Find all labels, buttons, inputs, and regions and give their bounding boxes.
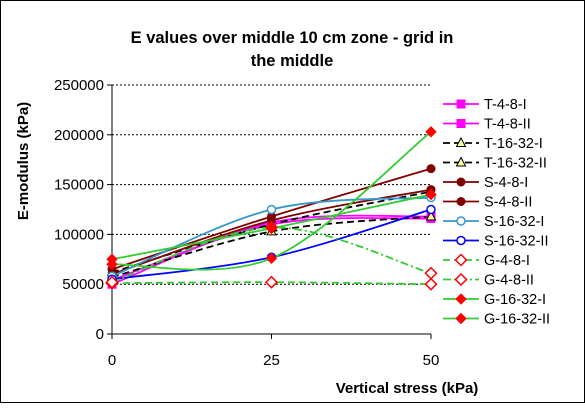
legend: T-4-8-I T-4-8-II T-16-32-I T-16-32-II S-4-8-… bbox=[443, 97, 550, 328]
y-axis-title: E-modulus (kPa) bbox=[15, 102, 32, 220]
legend-swatch-marker bbox=[456, 177, 466, 187]
x-tick-label: 25 bbox=[263, 352, 280, 369]
data-point-g-16-32-i bbox=[425, 126, 437, 138]
legend-swatch-marker bbox=[456, 216, 466, 226]
data-point-g-4-8-ii bbox=[424, 266, 438, 280]
data-point-g-16-32-ii bbox=[425, 188, 437, 201]
data-point-s-4-8-i bbox=[426, 164, 436, 174]
legend-label: S-16-32-II bbox=[484, 234, 548, 250]
data-point-g-4-8-i bbox=[264, 275, 279, 289]
legend-swatch-marker bbox=[455, 156, 467, 167]
y-tick-label: 100000 bbox=[54, 226, 104, 243]
x-tick-label: 50 bbox=[423, 352, 440, 369]
legend-label: S-16-32-I bbox=[484, 214, 544, 230]
data-point-g-16-32-i bbox=[265, 252, 278, 265]
y-tick-label: 0 bbox=[96, 326, 104, 343]
legend-label: T-4-8-I bbox=[484, 97, 527, 113]
legend-swatch-marker bbox=[456, 197, 466, 206]
chart-title-line-1: E values over middle 10 cm zone - grid i… bbox=[131, 29, 454, 47]
data-point-g-4-8-i bbox=[424, 277, 438, 291]
y-tick-label: 200000 bbox=[54, 127, 104, 144]
legend-swatch-marker bbox=[456, 235, 466, 246]
data-point-s-16-32-i bbox=[266, 204, 277, 215]
legend-label: G-4-8-I bbox=[484, 253, 530, 269]
legend-swatch-marker bbox=[456, 119, 466, 128]
x-tick-labels: 0 25 50 bbox=[108, 352, 440, 369]
legend-swatch-marker bbox=[456, 99, 466, 109]
y-tick-labels: 0 50000 100000 150000 200000 250000 bbox=[54, 77, 104, 343]
data-point-g-16-32-ii bbox=[265, 222, 278, 235]
x-tick-label: 0 bbox=[108, 352, 116, 369]
x-axis-title: Vertical stress (kPa) bbox=[336, 380, 479, 397]
series-markers bbox=[105, 126, 438, 291]
legend-swatch-marker bbox=[454, 272, 468, 287]
legend-swatch-marker bbox=[455, 136, 467, 147]
legend-label: T-16-32-II bbox=[484, 156, 547, 172]
y-tick-label: 150000 bbox=[54, 177, 104, 194]
legend-label: S-4-8-I bbox=[484, 175, 528, 191]
chart-title-line-2: the middle bbox=[251, 52, 334, 70]
data-point-g-16-32-ii bbox=[106, 253, 118, 266]
series-line-g-4-8-ii bbox=[111, 226, 432, 284]
legend-label: G-4-8-II bbox=[484, 273, 534, 289]
legend-label: T-4-8-II bbox=[484, 117, 531, 133]
data-point-s-16-32-ii bbox=[426, 204, 436, 215]
data-point-g-4-8-ii bbox=[105, 275, 119, 289]
legend-label: T-16-32-I bbox=[484, 136, 543, 152]
y-tick-label: 250000 bbox=[54, 77, 104, 94]
legend-swatch-marker bbox=[454, 253, 468, 267]
data-point-t-16-32-i bbox=[425, 210, 437, 221]
legend-swatch-marker bbox=[455, 293, 467, 305]
legend-label: G-16-32-I bbox=[484, 292, 546, 308]
legend-label: S-4-8-II bbox=[484, 195, 532, 211]
legend-swatch-marker bbox=[455, 312, 467, 325]
legend-label: G-16-32-II bbox=[484, 312, 550, 328]
y-tick-label: 50000 bbox=[62, 276, 104, 293]
axes bbox=[111, 85, 432, 339]
